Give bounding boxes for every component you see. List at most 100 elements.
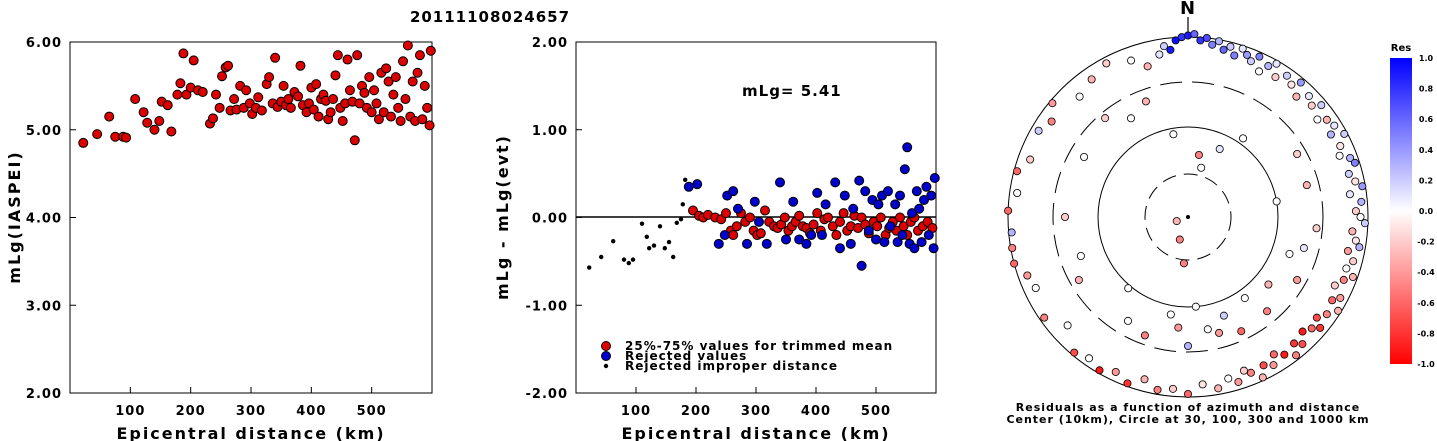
- left-point: [422, 102, 433, 113]
- polar-point: [1316, 323, 1325, 332]
- middle-point: [775, 177, 785, 188]
- middle-point: [854, 175, 865, 186]
- middle-point: [651, 243, 657, 248]
- left-point: [393, 102, 404, 113]
- polar-point: [1095, 366, 1104, 375]
- left-ytick-label: 5.00: [26, 124, 62, 139]
- left-point: [175, 78, 186, 89]
- polar-point: [1349, 257, 1358, 266]
- polar-point: [1313, 115, 1322, 124]
- middle-point: [845, 238, 856, 249]
- middle-xtick-label: 500: [861, 404, 891, 419]
- middle-point: [794, 210, 805, 221]
- middle-point: [657, 224, 663, 229]
- left-ylabel: mLg(IASPEI): [5, 150, 24, 283]
- polar-point: [1263, 307, 1272, 316]
- middle-xtick-label: 100: [621, 404, 651, 419]
- polar-point: [1184, 31, 1193, 40]
- polar-point: [1302, 181, 1311, 190]
- polar-point: [1174, 323, 1183, 332]
- polar-point: [1342, 264, 1351, 273]
- middle-point: [916, 237, 927, 248]
- polar-point: [1334, 306, 1343, 315]
- left-xlabel: Epicentral distance (km): [116, 424, 385, 441]
- polar-point: [1351, 207, 1360, 216]
- middle-ticks: 100 200 300 400 500 -2.00 -1.00 0.00 1.00 2.00: [526, 36, 891, 419]
- left-point: [78, 137, 89, 148]
- polar-point: [1219, 311, 1228, 320]
- legend-swatch-rejected: [601, 351, 611, 361]
- middle-point: [599, 254, 604, 260]
- polar-point: [1240, 294, 1249, 303]
- polar-point: [1328, 296, 1337, 305]
- polar-point: [1074, 275, 1083, 284]
- polar-point: [1143, 62, 1152, 71]
- polar-point: [1101, 114, 1110, 123]
- left-ticks: 100 200 300 400 500 2.00 3.00 4.00 5.00 6.00: [26, 36, 386, 419]
- colorbar-tick-label: 0.0: [1419, 207, 1434, 216]
- left-point: [381, 63, 392, 74]
- legend-label-rejected: Rejected values: [625, 349, 747, 363]
- middle-panel: mLg - mLg(evt) Epicentral distance (km) …: [493, 36, 940, 441]
- polar-point: [1312, 313, 1321, 322]
- middle-point: [838, 208, 849, 219]
- middle-point: [830, 177, 841, 188]
- middle-ytick-label: -1.00: [526, 299, 568, 314]
- ring-300km: [1052, 81, 1324, 353]
- middle-point: [611, 238, 616, 244]
- middle-point: [928, 243, 939, 254]
- colorbar-tick-label: -0.8: [1417, 329, 1435, 338]
- polar-point: [1010, 259, 1019, 268]
- polar-point: [1194, 150, 1203, 159]
- left-xtick-label: 400: [296, 404, 326, 419]
- polar-point: [1298, 327, 1307, 336]
- left-point: [149, 124, 160, 135]
- middle-point: [895, 212, 905, 223]
- polar-point: [1190, 30, 1199, 39]
- left-point: [349, 135, 360, 146]
- polar-point: [1292, 351, 1301, 360]
- polar-point: [1075, 92, 1084, 101]
- middle-ytick-label: 1.00: [532, 124, 568, 139]
- legend-label-trimmed: 25%-75% values for trimmed mean: [625, 339, 893, 353]
- left-point: [241, 85, 252, 96]
- middle-xtick-label: 300: [741, 404, 771, 419]
- polar-point: [1224, 374, 1233, 383]
- left-point: [214, 102, 225, 113]
- middle-point: [823, 212, 833, 223]
- middle-point: [923, 230, 934, 241]
- left-point: [412, 67, 423, 78]
- colorbar-tick-label: 1.0: [1419, 54, 1434, 63]
- middle-point: [871, 234, 881, 245]
- polar-caption-line2: Center (10km), Circle at 30, 100, 300 an…: [1006, 413, 1369, 426]
- middle-point: [860, 186, 871, 197]
- middle-point: [835, 243, 845, 254]
- colorbar-tick-label: -0.2: [1417, 238, 1435, 247]
- polar-point: [1166, 45, 1175, 54]
- left-point: [197, 87, 208, 98]
- polar-point: [1326, 130, 1335, 139]
- left-point: [313, 111, 324, 122]
- polar-point: [1007, 228, 1016, 237]
- polar-point: [1335, 151, 1344, 160]
- left-ytick-label: 3.00: [26, 299, 62, 314]
- left-point: [332, 50, 343, 61]
- polar-point: [1063, 321, 1072, 330]
- left-point: [130, 94, 141, 105]
- left-point: [371, 98, 382, 109]
- middle-point: [733, 203, 743, 214]
- polar-point: [1214, 384, 1223, 393]
- middle-point: [831, 230, 842, 241]
- middle-point: [683, 181, 694, 192]
- middle-point: [806, 230, 817, 241]
- left-point: [188, 55, 199, 66]
- colorbar-tick-label: 0.8: [1419, 85, 1434, 94]
- left-ytick-label: 6.00: [26, 36, 62, 51]
- polar-point: [1351, 236, 1360, 245]
- polar-point: [1292, 92, 1301, 101]
- left-point: [366, 107, 377, 118]
- polar-point: [1264, 280, 1273, 289]
- polar-point: [1322, 115, 1331, 124]
- north-label: N: [1180, 0, 1196, 19]
